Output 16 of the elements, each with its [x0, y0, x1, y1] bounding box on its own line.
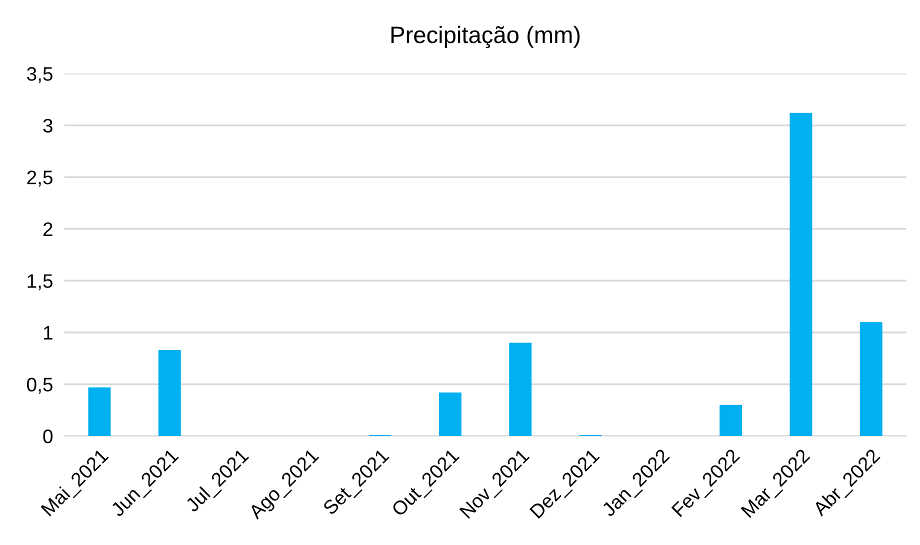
bar — [860, 322, 882, 436]
y-tick-label: 2,5 — [27, 170, 52, 187]
bar — [720, 404, 742, 436]
y-tick-label: 3 — [43, 118, 52, 133]
y-tick-label: 3,5 — [27, 67, 52, 84]
bar — [439, 392, 462, 436]
y-tick-label: 2 — [43, 222, 52, 236]
bar — [88, 387, 111, 436]
bar — [509, 342, 532, 436]
y-tick-label: 0 — [43, 429, 53, 444]
chart-title: Precipitação (mm) — [391, 26, 580, 48]
y-tick-label: 1 — [44, 326, 52, 340]
bar — [158, 350, 181, 436]
y-tick-label: 1,5 — [28, 274, 52, 290]
bar — [790, 112, 812, 436]
y-tick-label: 0,5 — [27, 378, 52, 394]
